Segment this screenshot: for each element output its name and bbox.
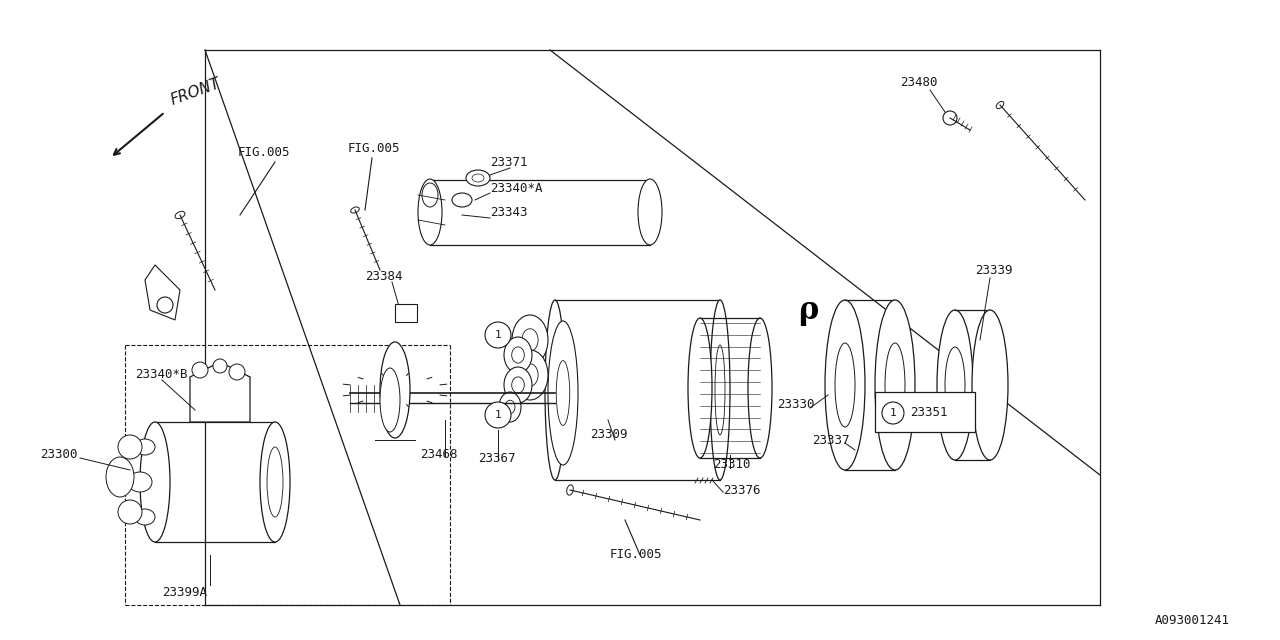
Ellipse shape bbox=[876, 300, 915, 470]
Ellipse shape bbox=[522, 329, 538, 351]
Polygon shape bbox=[189, 362, 250, 422]
Ellipse shape bbox=[212, 359, 227, 373]
Text: 23340*B: 23340*B bbox=[134, 369, 187, 381]
Ellipse shape bbox=[943, 111, 957, 125]
Ellipse shape bbox=[548, 321, 579, 465]
Ellipse shape bbox=[748, 318, 772, 458]
Ellipse shape bbox=[716, 345, 724, 435]
Text: 23367: 23367 bbox=[477, 451, 516, 465]
Text: 23480: 23480 bbox=[900, 76, 937, 88]
Ellipse shape bbox=[419, 179, 442, 245]
Text: FIG.005: FIG.005 bbox=[238, 145, 291, 159]
Text: FRONT: FRONT bbox=[168, 76, 223, 108]
Ellipse shape bbox=[567, 485, 573, 495]
Text: 23300: 23300 bbox=[40, 449, 78, 461]
Text: 1: 1 bbox=[890, 408, 896, 418]
Ellipse shape bbox=[140, 422, 170, 542]
Text: 23399A: 23399A bbox=[163, 586, 207, 600]
Ellipse shape bbox=[499, 392, 521, 422]
Text: 23339: 23339 bbox=[975, 264, 1012, 276]
Circle shape bbox=[882, 402, 904, 424]
Ellipse shape bbox=[128, 472, 152, 492]
Bar bbox=[876, 392, 975, 432]
Text: 1: 1 bbox=[494, 410, 502, 420]
Ellipse shape bbox=[835, 343, 855, 427]
Ellipse shape bbox=[504, 337, 532, 373]
Text: A093001241: A093001241 bbox=[1155, 614, 1230, 627]
Ellipse shape bbox=[512, 377, 525, 393]
Text: 23337: 23337 bbox=[812, 433, 850, 447]
Polygon shape bbox=[145, 265, 180, 320]
Ellipse shape bbox=[945, 347, 965, 423]
Ellipse shape bbox=[106, 457, 134, 497]
Text: 23343: 23343 bbox=[490, 207, 527, 220]
Text: 23384: 23384 bbox=[365, 271, 402, 284]
Ellipse shape bbox=[557, 360, 570, 426]
Ellipse shape bbox=[637, 179, 662, 245]
Text: 23371: 23371 bbox=[490, 157, 527, 170]
Ellipse shape bbox=[268, 447, 283, 517]
Ellipse shape bbox=[522, 364, 538, 387]
Text: 1: 1 bbox=[494, 330, 502, 340]
Ellipse shape bbox=[689, 318, 712, 458]
Text: 23468: 23468 bbox=[420, 449, 457, 461]
Text: 23309: 23309 bbox=[590, 429, 627, 442]
Ellipse shape bbox=[996, 101, 1004, 109]
Ellipse shape bbox=[710, 300, 730, 480]
Ellipse shape bbox=[229, 364, 244, 380]
Circle shape bbox=[485, 402, 511, 428]
Text: 23340*A: 23340*A bbox=[490, 182, 543, 195]
Ellipse shape bbox=[466, 170, 490, 186]
Ellipse shape bbox=[506, 400, 515, 413]
Ellipse shape bbox=[512, 347, 525, 363]
Ellipse shape bbox=[260, 422, 291, 542]
Text: 23330: 23330 bbox=[777, 399, 814, 412]
Ellipse shape bbox=[512, 350, 548, 400]
Ellipse shape bbox=[504, 367, 532, 403]
Text: 23376: 23376 bbox=[723, 483, 760, 497]
Ellipse shape bbox=[972, 310, 1009, 460]
Ellipse shape bbox=[380, 368, 399, 432]
Text: FIG.005: FIG.005 bbox=[611, 548, 663, 561]
Ellipse shape bbox=[380, 342, 410, 438]
Ellipse shape bbox=[452, 193, 472, 207]
Ellipse shape bbox=[134, 439, 155, 455]
Ellipse shape bbox=[134, 509, 155, 525]
Ellipse shape bbox=[472, 174, 484, 182]
Circle shape bbox=[157, 297, 173, 313]
Ellipse shape bbox=[175, 211, 184, 219]
Text: FIG.005: FIG.005 bbox=[348, 141, 401, 154]
Ellipse shape bbox=[351, 207, 360, 213]
Circle shape bbox=[118, 435, 142, 459]
Ellipse shape bbox=[512, 315, 548, 365]
Circle shape bbox=[118, 500, 142, 524]
Ellipse shape bbox=[826, 300, 865, 470]
Ellipse shape bbox=[884, 343, 905, 427]
Ellipse shape bbox=[422, 183, 438, 207]
Text: ρ: ρ bbox=[797, 294, 818, 326]
Text: 23310: 23310 bbox=[713, 458, 750, 472]
Circle shape bbox=[485, 322, 511, 348]
Text: 23351: 23351 bbox=[910, 406, 947, 419]
Ellipse shape bbox=[937, 310, 973, 460]
Ellipse shape bbox=[545, 300, 564, 480]
Bar bbox=[396, 304, 417, 322]
Ellipse shape bbox=[192, 362, 207, 378]
